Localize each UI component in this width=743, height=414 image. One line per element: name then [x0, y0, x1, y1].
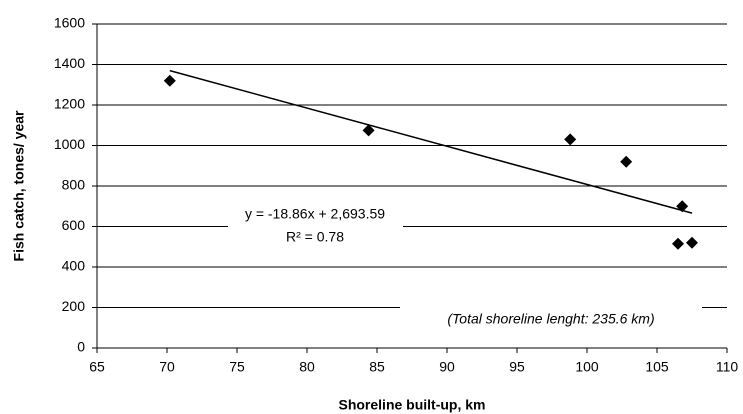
- x-tick-label: 95: [509, 359, 525, 375]
- x-axis-label: Shoreline built-up, km: [338, 397, 485, 413]
- data-point: [686, 236, 698, 249]
- x-tick-label: 75: [229, 359, 245, 375]
- y-tick-label: 1000: [54, 136, 85, 152]
- y-tick-label: 600: [62, 217, 86, 233]
- data-point: [564, 133, 577, 146]
- x-tick-label: 110: [716, 359, 739, 375]
- x-tick-label: 80: [299, 359, 315, 375]
- data-point: [672, 237, 684, 250]
- annotation: (Total shoreline lenght: 235.6 km): [447, 311, 654, 327]
- y-tick-label: 0: [77, 339, 85, 355]
- x-tick-label: 105: [645, 359, 669, 375]
- data-point: [676, 200, 689, 213]
- x-tick-label: 70: [159, 359, 175, 375]
- data-point: [163, 74, 176, 87]
- y-tick-label: 1200: [54, 96, 85, 112]
- trendline-r2: R² = 0.78: [286, 229, 344, 245]
- y-tick-label: 800: [62, 177, 86, 193]
- y-axis-label: Fish catch, tones/ year: [11, 110, 27, 261]
- data-point: [620, 155, 633, 168]
- y-tick-label: 400: [62, 258, 86, 274]
- x-tick-label: 100: [575, 359, 599, 375]
- data-point: [362, 124, 375, 137]
- label-box: [228, 203, 403, 249]
- trendline-equation: y = -18.86x + 2,693.59: [245, 206, 385, 222]
- label-box: [400, 300, 702, 340]
- x-tick-label: 65: [89, 359, 105, 375]
- trendline: [169, 69, 693, 214]
- x-tick-label: 85: [369, 359, 385, 375]
- x-tick-label: 90: [439, 359, 455, 375]
- y-tick-label: 1400: [54, 55, 85, 71]
- y-tick-label: 1600: [54, 15, 85, 31]
- y-tick-label: 200: [62, 298, 86, 314]
